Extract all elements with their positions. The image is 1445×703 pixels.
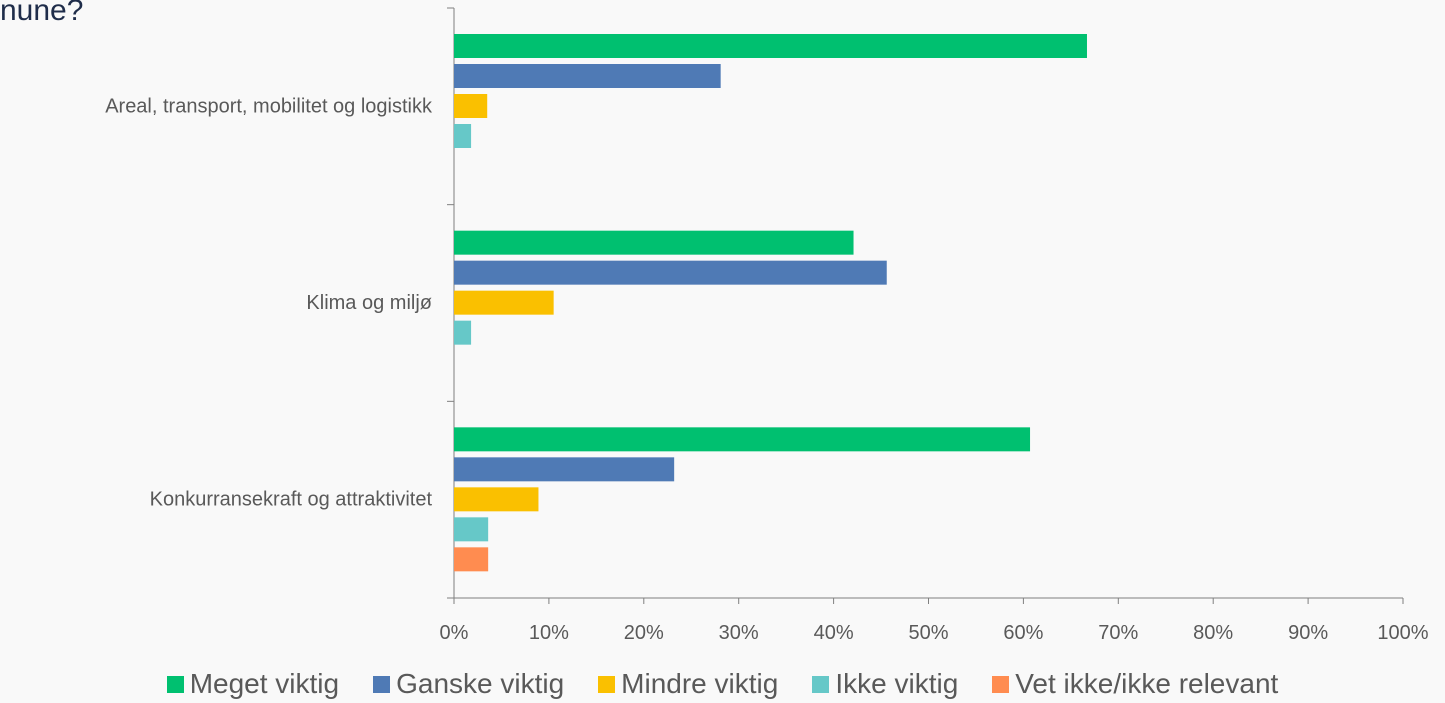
chart-legend: Meget viktig Ganske viktig Mindre viktig Ik… bbox=[0, 668, 1445, 700]
legend-label: Vet ikke/ikke relevant bbox=[1015, 668, 1279, 699]
legend-item: Meget viktig bbox=[166, 668, 340, 700]
x-tick-label: 100% bbox=[1377, 622, 1428, 644]
bar-group bbox=[454, 34, 1087, 572]
bar-chart: nune? Areal, transport, mobilitet og log… bbox=[0, 0, 1429, 644]
x-tick-labels: 0% 10% 20% 30% 40% 50% 60% 70% 80% 90% 100% bbox=[440, 598, 1429, 644]
x-tick-label: 80% bbox=[1193, 622, 1233, 644]
legend-swatch bbox=[812, 675, 830, 693]
category-label: Areal, transport, mobilitet og logistikk bbox=[105, 95, 433, 117]
bar bbox=[454, 94, 488, 118]
legend-item: Ikke viktig bbox=[812, 668, 958, 700]
chart-axes bbox=[447, 7, 1403, 599]
legend-item: Vet ikke/ikke relevant bbox=[992, 668, 1278, 700]
x-tick-label: 90% bbox=[1288, 622, 1328, 644]
legend-item: Mindre viktig bbox=[598, 668, 778, 700]
legend-item: Ganske viktig bbox=[373, 668, 564, 700]
x-tick-label: 60% bbox=[1003, 622, 1043, 644]
bar bbox=[454, 34, 1087, 58]
x-tick-label: 0% bbox=[440, 622, 469, 644]
chart-title-fragment: nune? bbox=[0, 0, 83, 27]
x-tick-label: 50% bbox=[908, 622, 948, 644]
category-labels: Areal, transport, mobilitet og logistikk… bbox=[105, 95, 433, 510]
category-label: Klima og miljø bbox=[306, 292, 432, 314]
bar bbox=[454, 487, 539, 512]
x-tick-label: 30% bbox=[719, 622, 759, 644]
legend-swatch bbox=[992, 675, 1010, 693]
legend-label: Ganske viktig bbox=[396, 668, 565, 699]
bar bbox=[454, 290, 554, 315]
bar bbox=[454, 64, 721, 88]
bar bbox=[454, 457, 675, 482]
bar bbox=[454, 260, 887, 285]
bar bbox=[454, 230, 854, 255]
legend-swatch bbox=[598, 675, 616, 693]
legend-swatch bbox=[373, 675, 391, 693]
legend-label: Ikke viktig bbox=[835, 668, 959, 699]
legend-label: Mindre viktig bbox=[621, 668, 779, 699]
legend-swatch bbox=[166, 675, 184, 693]
category-label: Konkurransekraft og attraktivitet bbox=[150, 489, 433, 511]
x-tick-label: 20% bbox=[624, 622, 664, 644]
x-tick-label: 40% bbox=[814, 622, 854, 644]
legend-label: Meget viktig bbox=[189, 668, 340, 699]
bar bbox=[454, 124, 472, 148]
bar bbox=[454, 427, 1031, 452]
x-tick-label: 10% bbox=[529, 622, 569, 644]
bar bbox=[454, 320, 472, 345]
bar bbox=[454, 517, 489, 542]
bar bbox=[454, 547, 489, 572]
x-tick-label: 70% bbox=[1098, 622, 1138, 644]
